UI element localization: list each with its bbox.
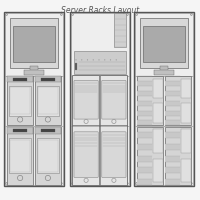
Bar bbox=[9, 86, 31, 116]
Bar bbox=[35, 127, 61, 185]
FancyBboxPatch shape bbox=[100, 126, 128, 186]
Bar bbox=[7, 76, 33, 125]
Circle shape bbox=[104, 59, 105, 60]
Circle shape bbox=[81, 59, 82, 60]
Bar bbox=[74, 51, 126, 74]
Bar bbox=[41, 129, 55, 132]
Bar bbox=[5, 13, 63, 185]
Bar bbox=[165, 101, 180, 106]
Bar bbox=[71, 13, 129, 185]
Bar bbox=[137, 127, 163, 185]
Bar bbox=[7, 76, 33, 82]
Circle shape bbox=[110, 59, 111, 60]
FancyBboxPatch shape bbox=[102, 80, 126, 119]
Bar bbox=[181, 79, 191, 98]
Bar bbox=[160, 66, 168, 72]
FancyBboxPatch shape bbox=[72, 76, 100, 126]
Bar bbox=[137, 81, 152, 86]
Bar bbox=[137, 156, 152, 162]
FancyBboxPatch shape bbox=[100, 76, 128, 126]
Bar bbox=[37, 86, 59, 116]
Bar bbox=[4, 12, 64, 186]
Bar bbox=[137, 101, 152, 106]
Circle shape bbox=[93, 59, 94, 60]
Bar bbox=[137, 179, 152, 185]
Bar bbox=[165, 81, 180, 86]
FancyBboxPatch shape bbox=[74, 132, 98, 177]
Bar bbox=[140, 18, 188, 68]
Bar bbox=[181, 159, 191, 182]
Bar bbox=[10, 87, 30, 114]
Bar bbox=[165, 91, 180, 96]
Bar bbox=[181, 103, 191, 123]
Bar bbox=[137, 120, 152, 125]
Bar bbox=[13, 26, 55, 62]
Bar bbox=[153, 129, 163, 153]
Bar bbox=[154, 70, 174, 75]
Bar bbox=[114, 13, 126, 47]
Circle shape bbox=[75, 59, 77, 60]
Circle shape bbox=[116, 59, 117, 60]
Bar bbox=[137, 76, 163, 125]
Bar bbox=[165, 111, 180, 116]
Bar bbox=[137, 111, 152, 116]
Bar bbox=[41, 78, 55, 81]
Bar bbox=[38, 140, 58, 172]
Bar bbox=[137, 167, 152, 173]
Bar bbox=[143, 26, 185, 62]
Bar bbox=[165, 132, 180, 138]
Circle shape bbox=[87, 59, 88, 60]
FancyBboxPatch shape bbox=[102, 132, 126, 177]
Bar bbox=[30, 66, 38, 72]
Bar bbox=[165, 144, 180, 150]
Bar bbox=[153, 79, 163, 98]
Bar bbox=[165, 156, 180, 162]
Bar bbox=[165, 76, 191, 125]
Bar bbox=[24, 70, 44, 75]
Bar bbox=[165, 167, 180, 173]
Bar bbox=[10, 18, 58, 68]
Bar bbox=[134, 12, 194, 186]
Text: Server Racks Layout: Server Racks Layout bbox=[61, 6, 139, 15]
Bar bbox=[13, 129, 27, 132]
Bar bbox=[135, 13, 193, 185]
Bar bbox=[70, 12, 130, 186]
Bar bbox=[35, 127, 61, 134]
Bar bbox=[35, 76, 61, 82]
Bar bbox=[7, 127, 33, 134]
Bar bbox=[137, 91, 152, 96]
FancyBboxPatch shape bbox=[74, 80, 98, 119]
Bar bbox=[9, 138, 31, 173]
Circle shape bbox=[98, 59, 100, 60]
Bar bbox=[181, 129, 191, 153]
Bar bbox=[75, 63, 77, 70]
Bar bbox=[137, 132, 152, 138]
Bar bbox=[137, 144, 152, 150]
Bar bbox=[13, 78, 27, 81]
Bar bbox=[7, 127, 33, 185]
Bar bbox=[165, 127, 191, 185]
Bar bbox=[153, 159, 163, 182]
Bar bbox=[165, 120, 180, 125]
FancyBboxPatch shape bbox=[72, 126, 100, 186]
Bar bbox=[153, 103, 163, 123]
Bar bbox=[38, 87, 58, 114]
Bar bbox=[165, 179, 180, 185]
Bar bbox=[37, 138, 59, 173]
Bar bbox=[10, 140, 30, 172]
Bar bbox=[35, 76, 61, 125]
